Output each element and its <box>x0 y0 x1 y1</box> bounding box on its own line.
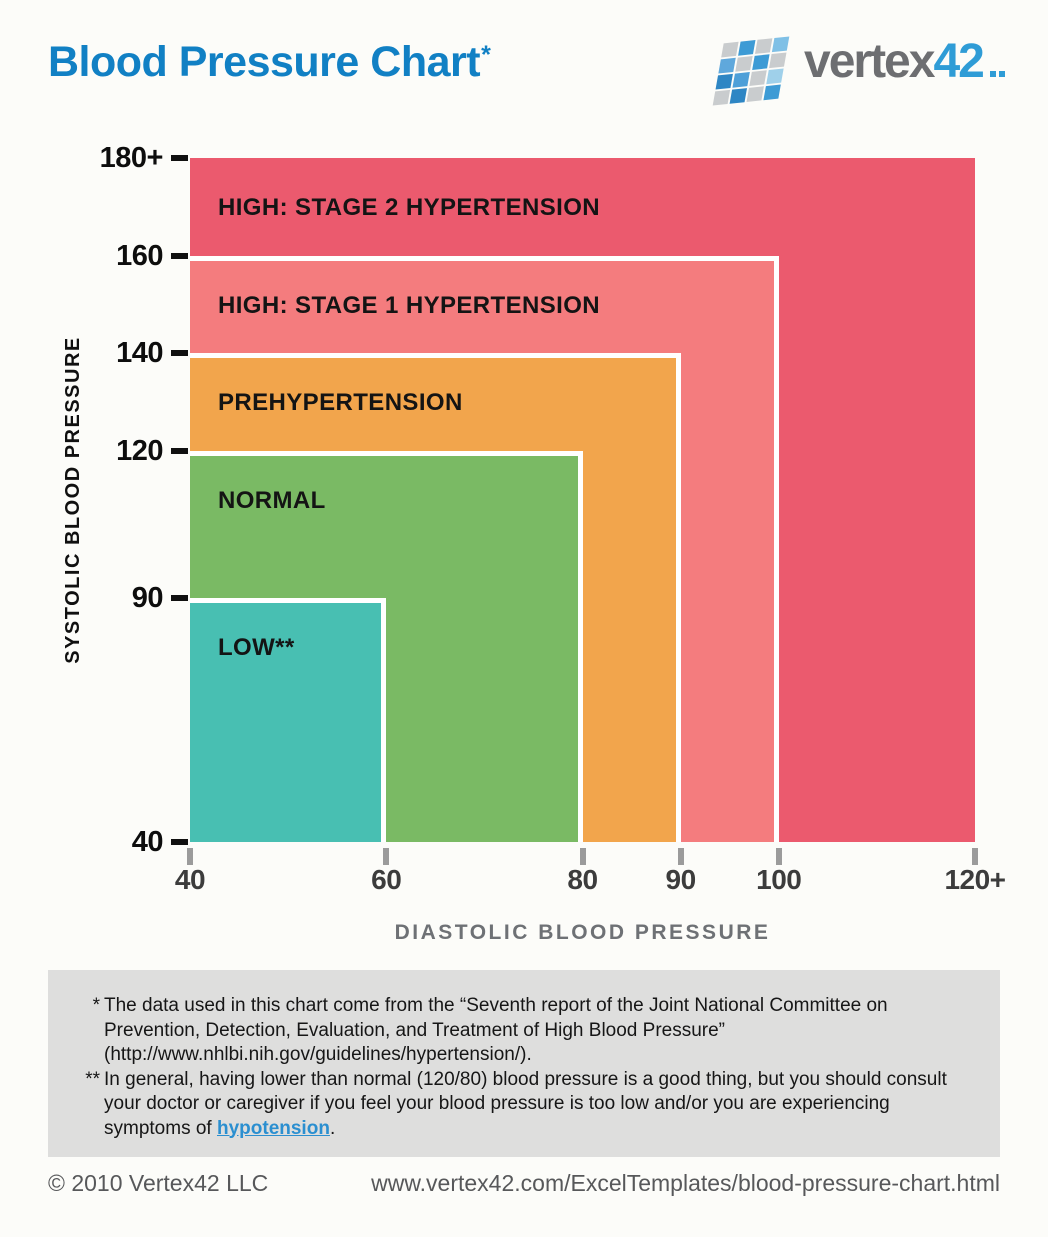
footnotes-panel: * The data used in this chart come from … <box>48 970 1000 1157</box>
y-tick-label: 140 <box>116 337 163 370</box>
y-tick-mark <box>171 839 188 845</box>
footnote-marker: * <box>92 995 100 1016</box>
logo-dots-icon <box>987 34 1005 90</box>
region-low <box>190 597 387 842</box>
x-tick-label: 100 <box>756 864 802 895</box>
region-label-high-stage-1-hypertension: HIGH: STAGE 1 HYPERTENSION <box>218 291 601 319</box>
vertex42-logo: vertex42 <box>712 28 1012 106</box>
x-tick-label: 60 <box>371 864 402 895</box>
y-tick-label: 160 <box>116 239 163 272</box>
footnote-low-bp: ** In general, having lower than normal … <box>72 1068 970 1142</box>
vertex42-wordmark: vertex42 <box>804 34 1005 90</box>
region-label-low: LOW** <box>218 633 295 661</box>
page-footer: © 2010 Vertex42 LLC www.vertex42.com/Exc… <box>48 1170 1000 1197</box>
x-tick-label: 90 <box>665 864 697 895</box>
region-label-normal: NORMAL <box>218 487 326 515</box>
region-label-prehypertension: PREHYPERTENSION <box>218 389 463 417</box>
x-tick-mark <box>187 848 193 865</box>
y-tick-label: 40 <box>131 826 164 858</box>
x-tick-mark <box>775 848 782 865</box>
hypotension-link[interactable]: hypotension <box>216 1117 330 1139</box>
x-tick-label: 80 <box>567 864 598 895</box>
x-tick-mark <box>972 848 978 865</box>
logo-word-42: 42 <box>933 35 984 88</box>
page-title: Blood Pressure Chart* <box>48 38 491 87</box>
footer-url: www.vertex42.com/ExcelTemplates/blood-pr… <box>371 1170 1000 1196</box>
y-tick-label: 90 <box>131 581 164 614</box>
footnote-text: In general, having lower than normal (12… <box>104 1068 970 1142</box>
y-tick-mark <box>171 155 188 161</box>
footnote-text-after-link: . <box>329 1117 336 1139</box>
region-label-high-stage-2-hypertension: HIGH: STAGE 2 HYPERTENSION <box>218 194 601 221</box>
y-tick-label: 120 <box>116 435 163 468</box>
logo-word-vertex: vertex <box>804 35 935 88</box>
footnote-text: The data used in this chart come from th… <box>104 995 888 1065</box>
copyright-text: © 2010 Vertex42 LLC <box>48 1170 269 1196</box>
x-axis-title: DIASTOLIC BLOOD PRESSURE <box>394 921 771 944</box>
x-tick-mark <box>579 848 586 865</box>
y-tick-mark <box>171 350 188 357</box>
y-tick-mark <box>171 252 188 259</box>
x-tick-mark <box>383 848 390 865</box>
x-tick-label: 40 <box>174 864 206 895</box>
title-asterisk: * <box>481 40 491 69</box>
page-title-text: Blood Pressure Chart <box>48 38 481 86</box>
y-axis-title: SYSTOLIC BLOOD PRESSURE <box>62 336 84 664</box>
y-tick-label: 180+ <box>99 142 164 174</box>
x-tick-mark <box>677 848 684 865</box>
footnote-marker: ** <box>85 1068 100 1090</box>
footnote-text-before-link: In general, having lower than normal (12… <box>104 1068 947 1139</box>
footnote-source: * The data used in this chart come from … <box>72 994 970 1068</box>
x-tick-label: 120+ <box>944 864 1006 895</box>
y-tick-mark <box>171 448 188 455</box>
y-tick-mark <box>171 594 188 601</box>
